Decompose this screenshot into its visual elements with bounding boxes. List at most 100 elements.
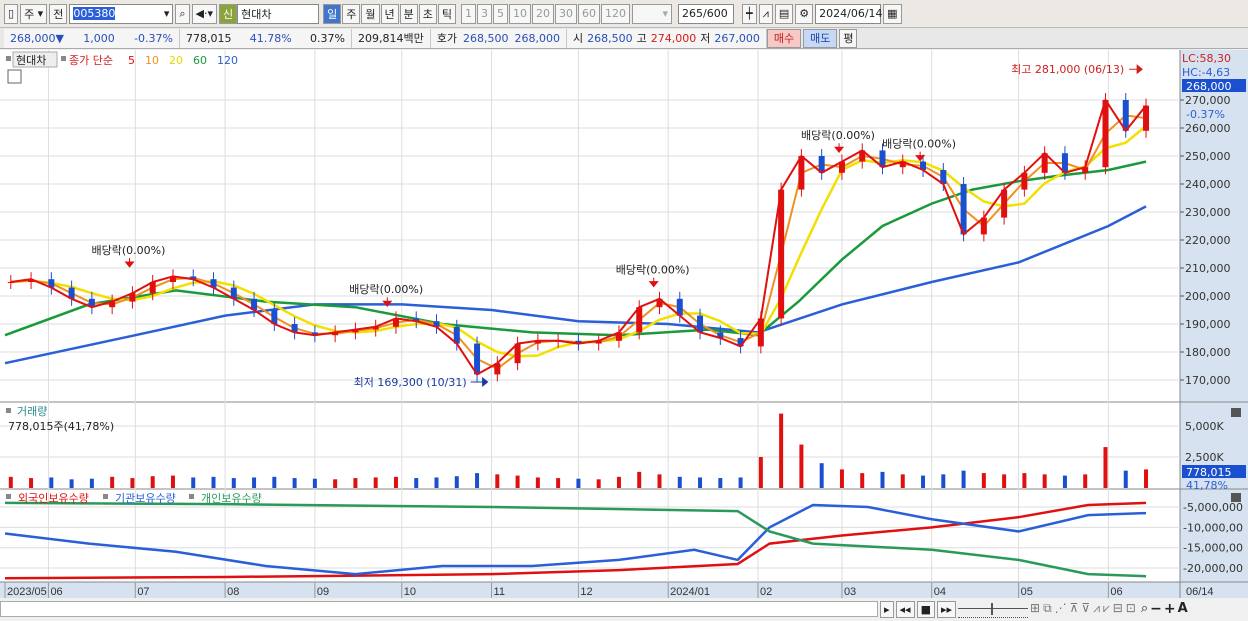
search-icon[interactable]: ⌕ xyxy=(175,3,190,24)
timeframe-tab[interactable]: 틱 xyxy=(437,3,456,24)
timeframe-tab[interactable]: 일 xyxy=(323,3,342,24)
down-arrow-icon: ▼ xyxy=(55,31,64,45)
candle-body xyxy=(514,343,521,364)
magnifier-icon[interactable]: ⌕ xyxy=(1140,601,1149,616)
period-type-select[interactable]: 주 ▾ xyxy=(20,3,48,24)
volume-bar xyxy=(556,478,561,488)
candle-body xyxy=(1102,100,1109,168)
timeframe-tab[interactable]: 분 xyxy=(399,3,418,24)
calendar-icon[interactable]: ▦ xyxy=(883,3,902,24)
price-tick-label: 270,000 xyxy=(1185,94,1231,107)
volume-bar xyxy=(616,476,621,488)
open-label: 시 xyxy=(572,32,584,45)
candle-body xyxy=(413,318,420,322)
volume: 778,015 xyxy=(186,31,232,45)
interval-button[interactable]: 10 xyxy=(509,3,531,24)
volume-bar xyxy=(191,477,196,488)
rewind-icon[interactable]: ◂◂ xyxy=(895,601,915,618)
save-icon[interactable]: ▤ xyxy=(774,3,794,24)
price-tick-label: 190,000 xyxy=(1185,318,1231,331)
count-input[interactable]: 265/600 xyxy=(678,3,734,24)
volume-bar xyxy=(393,476,398,488)
legend-bullet xyxy=(103,494,108,499)
fast-forward-icon[interactable]: ▸▸ xyxy=(936,601,957,618)
stock-code-input[interactable]: 005380 ▾ xyxy=(69,3,174,24)
volume-bar xyxy=(576,478,581,488)
font-icon[interactable]: A xyxy=(1177,601,1188,616)
timeframe-tab[interactable]: 초 xyxy=(418,3,437,24)
candle-body xyxy=(859,150,866,162)
volume-bar xyxy=(1002,474,1007,488)
gear-icon[interactable]: ⚙ xyxy=(795,3,814,24)
candle-body xyxy=(129,293,136,302)
holdings-tick-label: -20,000,00 xyxy=(1183,562,1243,575)
ma120-line xyxy=(4,205,1147,365)
volume-bar xyxy=(414,478,419,488)
ask: 268,500 xyxy=(462,31,509,45)
timeframe-tab[interactable]: 주 xyxy=(342,3,361,24)
volume-bar xyxy=(495,474,500,488)
price-chart[interactable]: 2023/05 06 07 08 09 10 11 12 2024/01 02 03 04 05 06 06… xyxy=(0,50,1248,599)
interval-button[interactable]: 3 xyxy=(477,3,492,24)
volume-bar xyxy=(839,469,844,488)
candle-body xyxy=(291,324,298,333)
candle-body xyxy=(980,217,987,235)
volume-tick-label: 5,000K xyxy=(1185,420,1224,433)
interval-button[interactable]: 1 xyxy=(461,3,476,24)
candle-body xyxy=(230,287,237,299)
zoom-out-icon[interactable]: − xyxy=(1150,601,1162,617)
date-input[interactable]: 2024/06/14 xyxy=(815,3,883,24)
volume-bar xyxy=(211,476,216,488)
volume-bar xyxy=(373,477,378,488)
chart-tool-icons[interactable]: ⊞⧉⋰⊼⊽⩘⩗⊟⊡ xyxy=(1030,601,1139,615)
candle-body xyxy=(494,363,501,375)
price-tick-label: 210,000 xyxy=(1185,262,1231,275)
interval-button[interactable]: 120 xyxy=(601,3,630,24)
layout-icon[interactable]: ▯ xyxy=(4,3,19,24)
avg-button[interactable]: 평 xyxy=(839,28,858,48)
sell-button[interactable]: 매도 xyxy=(803,28,838,48)
interval-button[interactable]: 5 xyxy=(493,3,508,24)
x-last-date: 06/14 xyxy=(1186,586,1214,598)
candle-body xyxy=(838,161,845,173)
line-add-icon[interactable]: ⩘ xyxy=(758,3,773,24)
right-axis-area xyxy=(1180,50,1248,598)
play-icon[interactable]: ▸ xyxy=(880,601,894,618)
candle-body xyxy=(1001,189,1008,218)
stock-name-field[interactable]: 현대차 xyxy=(237,3,320,24)
volume-bar xyxy=(170,475,175,488)
ma-legend-20: 20 xyxy=(169,54,183,67)
stop-icon[interactable]: ■ xyxy=(916,601,935,618)
x-tick-label: 08 xyxy=(227,586,239,598)
candle-body xyxy=(453,326,460,344)
volume-bar xyxy=(596,479,601,488)
ma-legend-10: 10 xyxy=(145,54,159,67)
timeframe-tab[interactable]: 년 xyxy=(380,3,399,24)
timeframe-tab[interactable]: 월 xyxy=(361,3,380,24)
candle-body xyxy=(798,156,805,190)
candle-add-icon[interactable]: ┿ xyxy=(742,3,757,24)
candle-body xyxy=(332,332,339,336)
dividend-annotation: 배당락(0.00%) xyxy=(882,138,956,151)
x-tick-label: 02 xyxy=(760,586,772,598)
candle-body xyxy=(676,298,683,316)
speaker-icon[interactable]: ◀·▾ xyxy=(191,3,217,24)
interval-button[interactable]: 20 xyxy=(532,3,554,24)
zoom-slider[interactable] xyxy=(958,601,1029,618)
candle-body xyxy=(1041,153,1048,173)
volume-bar xyxy=(900,474,905,488)
interval-button[interactable]: 60 xyxy=(578,3,600,24)
zoom-in-icon[interactable]: + xyxy=(1163,601,1176,617)
candle-body xyxy=(717,332,724,338)
price-tag: 268,000 xyxy=(1186,80,1232,93)
buy-button[interactable]: 매수 xyxy=(766,28,802,48)
horizontal-scrollbar[interactable] xyxy=(0,601,878,617)
change: 1,000 xyxy=(83,31,115,45)
x-tick-label: 06 xyxy=(1110,586,1122,598)
interval-button[interactable]: 30 xyxy=(555,3,577,24)
price-tick-label: 220,000 xyxy=(1185,234,1231,247)
interval-dropdown[interactable]: ▾ xyxy=(632,3,672,24)
plot-area xyxy=(0,50,1180,582)
prev-button[interactable]: 전 xyxy=(49,3,68,24)
